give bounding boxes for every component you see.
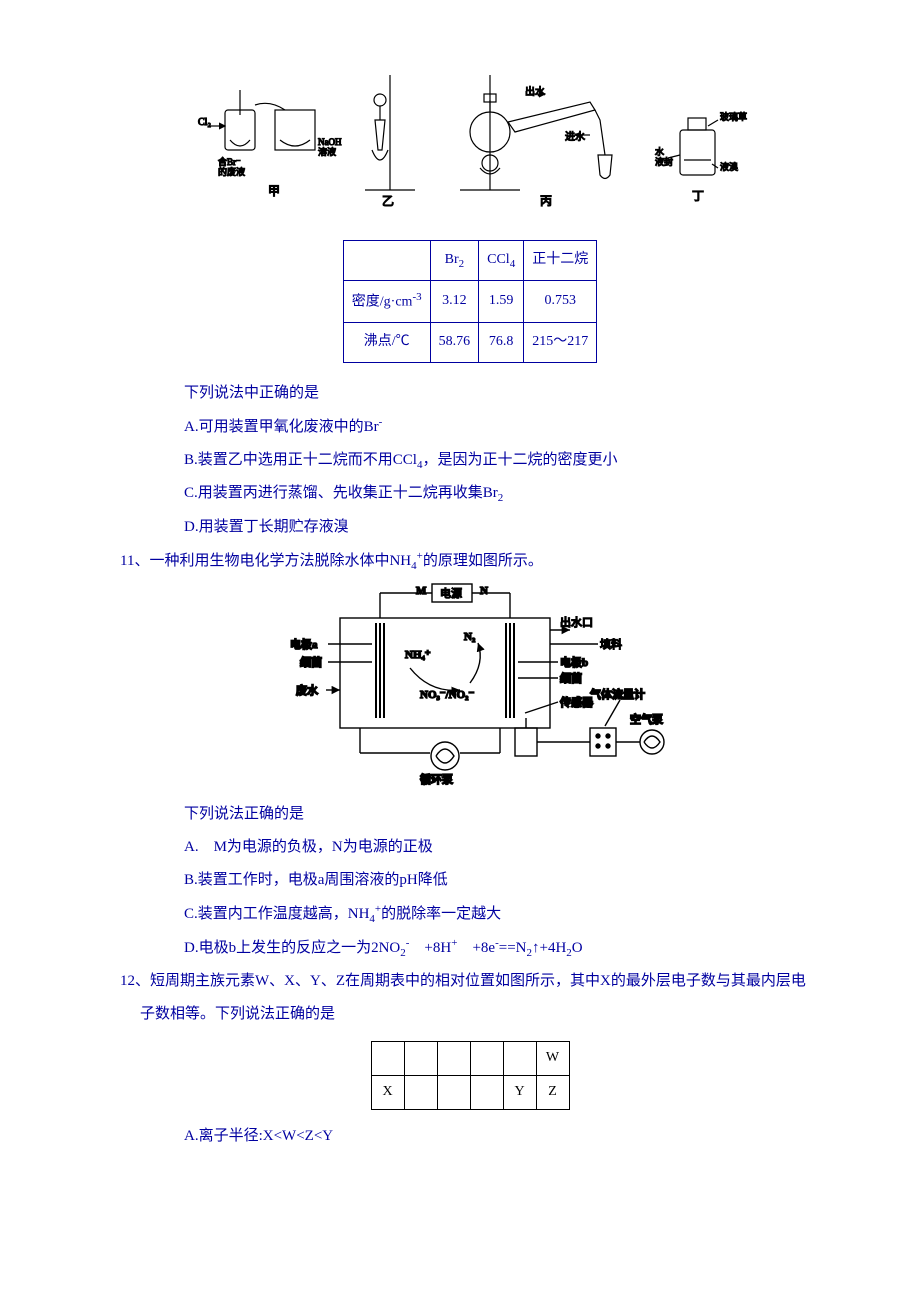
svg-text:丙: 丙 <box>540 194 552 208</box>
svg-text:甲: 甲 <box>268 184 280 198</box>
th-dodec: 正十二烷 <box>524 241 597 281</box>
q12-number: 12、 <box>120 973 150 989</box>
svg-text:空气泵: 空气泵 <box>630 712 663 726</box>
svg-text:液溴: 液溴 <box>720 161 738 172</box>
svg-text:传感器: 传感器 <box>559 695 594 709</box>
periodic-position-table: W X Y Z <box>371 1041 570 1110</box>
svg-text:玻璃草: 玻璃草 <box>720 111 747 122</box>
svg-text:出水: 出水 <box>525 85 545 98</box>
cell-w: W <box>536 1042 569 1076</box>
cell-y: Y <box>503 1075 536 1109</box>
svg-text:细菌: 细菌 <box>560 671 582 685</box>
svg-text:的废液: 的废液 <box>218 166 245 177</box>
apparatus-svg: Cl₂ 含Br⁻ 的废液 NaOH 溶液 甲 乙 <box>190 60 750 230</box>
svg-text:Cl₂: Cl₂ <box>198 117 211 128</box>
th-ccl4: CCl4 <box>479 241 524 281</box>
svg-text:M: M <box>416 585 427 597</box>
row1-v1: 3.12 <box>430 280 479 322</box>
q11-stem-line: 11、一种利用生物电化学方法脱除水体中NH4+的原理如图所示。 <box>120 544 820 578</box>
svg-text:电极a: 电极a <box>290 637 318 651</box>
th-blank <box>343 241 430 281</box>
row2-label: 沸点/℃ <box>343 323 430 363</box>
svg-text:NH₄⁺: NH₄⁺ <box>405 649 431 661</box>
q10-opt-c: C.用装置丙进行蒸馏、先收集正十二烷再收集Br2 <box>120 477 820 510</box>
q11-number: 11、 <box>120 553 149 569</box>
cell-x: X <box>371 1075 404 1109</box>
svg-text:废水: 废水 <box>296 683 319 697</box>
svg-text:N₂: N₂ <box>464 631 476 643</box>
row2-v3: 215～217 <box>524 323 597 363</box>
svg-text:细菌: 细菌 <box>300 655 322 669</box>
q10-opt-b: B.装置乙中选用正十二烷而不用CCl4，是因为正十二烷的密度更小 <box>120 444 820 477</box>
q11-opt-a: A. M为电源的负极，N为电源的正极 <box>120 831 820 864</box>
row1-label: 密度/g·cm-3 <box>343 280 430 322</box>
svg-text:溶液: 溶液 <box>318 146 336 157</box>
q10-opt-a: A.可用装置甲氧化废液中的Br- <box>120 410 820 444</box>
apparatus-figure: Cl₂ 含Br⁻ 的废液 NaOH 溶液 甲 乙 <box>120 60 820 230</box>
svg-text:NaOH: NaOH <box>318 137 342 147</box>
row2-v2: 76.8 <box>479 323 524 363</box>
q10-opt-d: D.用装置丁长期贮存液溴 <box>120 511 820 544</box>
svg-text:电极b: 电极b <box>560 655 588 669</box>
q12-stem-line: 12、短周期主族元素W、X、Y、Z在周期表中的相对位置如图所示，其中X的最外层电… <box>120 965 820 1031</box>
svg-text:含Br⁻: 含Br⁻ <box>218 156 241 167</box>
svg-text:出水口: 出水口 <box>560 615 593 629</box>
svg-text:填料: 填料 <box>600 637 622 651</box>
electrochem-svg: 电源 M N 电极a 细菌 废水 出水口 填料 电极b 细菌 传感器 <box>260 578 680 788</box>
q12-opt-a: A.离子半径:X<W<Z<Y <box>120 1120 820 1153</box>
q11-opt-d: D.电极b上发生的反应之一为2NO2- +8H+ +8e-==N2↑+4H2O <box>120 931 820 965</box>
svg-text:丁: 丁 <box>692 189 704 203</box>
row2-v1: 58.76 <box>430 323 479 363</box>
row1-v3: 0.753 <box>524 280 597 322</box>
svg-text:电源: 电源 <box>440 586 462 600</box>
svg-text:水: 水 <box>655 146 664 157</box>
q11-followup: 下列说法正确的是 <box>120 798 820 831</box>
row1-v2: 1.59 <box>479 280 524 322</box>
q11-opt-c: C.装置内工作温度越高，NH4+的脱除率一定越大 <box>120 897 820 931</box>
q10-stem: 下列说法中正确的是 <box>120 377 820 410</box>
electrochem-figure: 电源 M N 电极a 细菌 废水 出水口 填料 电极b 细菌 传感器 <box>120 578 820 788</box>
svg-text:NO₃⁻/NO₂⁻: NO₃⁻/NO₂⁻ <box>420 689 474 701</box>
cell-z: Z <box>536 1075 569 1109</box>
th-br2: Br2 <box>430 241 479 281</box>
svg-text:乙: 乙 <box>382 194 394 208</box>
substance-table: Br2 CCl4 正十二烷 密度/g·cm-3 3.12 1.59 0.753 … <box>343 240 597 363</box>
q12-stem-text: 短周期主族元素W、X、Y、Z在周期表中的相对位置如图所示，其中X的最外层电子数与… <box>140 973 806 1022</box>
q11-opt-b: B.装置工作时，电极a周围溶液的pH降低 <box>120 864 820 897</box>
svg-text:气体流量计: 气体流量计 <box>589 687 645 701</box>
svg-text:N: N <box>480 585 488 597</box>
svg-text:进水: 进水 <box>565 131 585 143</box>
svg-text:循环泵: 循环泵 <box>420 772 453 786</box>
